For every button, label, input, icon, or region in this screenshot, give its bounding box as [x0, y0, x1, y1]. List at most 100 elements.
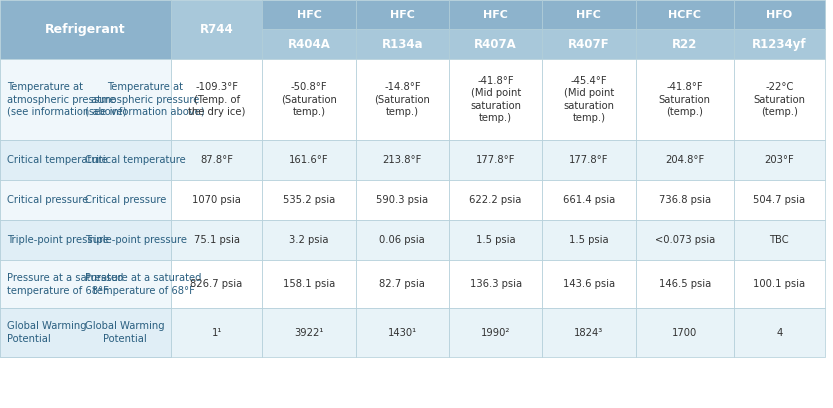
- Bar: [636, 180, 734, 220]
- Text: Global Warming
Potential: Global Warming Potential: [85, 322, 165, 344]
- Bar: [356, 140, 449, 180]
- Text: 213.8°F: 213.8°F: [382, 155, 422, 165]
- Text: Pressure at a saturated
temperature of 68°F: Pressure at a saturated temperature of 6…: [7, 273, 123, 295]
- Bar: [171, 140, 262, 180]
- Bar: [171, 260, 262, 308]
- Text: R407A: R407A: [474, 38, 517, 51]
- Text: 146.5 psia: 146.5 psia: [659, 279, 711, 289]
- Text: -22°C
Saturation
(temp.): -22°C Saturation (temp.): [753, 82, 806, 117]
- Text: 3.2 psia: 3.2 psia: [289, 235, 329, 245]
- Text: Pressure at a saturated
temperature of 68°F: Pressure at a saturated temperature of 6…: [85, 273, 202, 295]
- Text: Global Warming
Potential: Global Warming Potential: [7, 322, 87, 344]
- Text: 87.8°F: 87.8°F: [200, 155, 233, 165]
- Text: TBC: TBC: [770, 235, 789, 245]
- Text: 203°F: 203°F: [765, 155, 794, 165]
- Text: HFC: HFC: [576, 10, 601, 20]
- Bar: [734, 180, 825, 220]
- Text: <0.073 psia: <0.073 psia: [655, 235, 715, 245]
- Text: 1070 psia: 1070 psia: [192, 195, 241, 205]
- Bar: [0, 260, 171, 308]
- Text: 177.8°F: 177.8°F: [476, 155, 516, 165]
- Text: HFC: HFC: [390, 10, 415, 20]
- Bar: [262, 140, 356, 180]
- Bar: [636, 59, 734, 140]
- Bar: [734, 140, 825, 180]
- Bar: [449, 180, 542, 220]
- Bar: [356, 180, 449, 220]
- Text: R22: R22: [672, 38, 697, 51]
- Text: 736.8 psia: 736.8 psia: [659, 195, 711, 205]
- Bar: [542, 29, 636, 59]
- Bar: [0, 59, 171, 140]
- Text: 1.5 psia: 1.5 psia: [569, 235, 609, 245]
- Bar: [636, 220, 734, 260]
- Text: Critical pressure: Critical pressure: [85, 195, 167, 205]
- Text: Temperature at
atmospheric pressure
(see information above): Temperature at atmospheric pressure (see…: [85, 82, 205, 117]
- Text: 143.6 psia: 143.6 psia: [563, 279, 615, 289]
- Bar: [356, 308, 449, 357]
- Text: 136.3 psia: 136.3 psia: [470, 279, 521, 289]
- Text: 161.6°F: 161.6°F: [289, 155, 329, 165]
- Bar: [449, 0, 542, 29]
- Bar: [262, 308, 356, 357]
- Bar: [636, 0, 734, 29]
- Bar: [449, 29, 542, 59]
- Text: R1234yf: R1234yf: [752, 38, 806, 51]
- Text: -41.8°F
Saturation
(temp.): -41.8°F Saturation (temp.): [659, 82, 711, 117]
- Bar: [0, 220, 171, 260]
- Bar: [542, 140, 636, 180]
- Bar: [262, 220, 356, 260]
- Text: R744: R744: [200, 23, 233, 36]
- Bar: [542, 59, 636, 140]
- Text: -14.8°F
(Saturation
temp.): -14.8°F (Saturation temp.): [374, 82, 431, 117]
- Text: 504.7 psia: 504.7 psia: [753, 195, 806, 205]
- Text: Refrigerant: Refrigerant: [45, 23, 126, 36]
- Bar: [171, 59, 262, 140]
- Text: R404A: R404A: [287, 38, 331, 51]
- Bar: [262, 180, 356, 220]
- Text: 75.1 psia: 75.1 psia: [193, 235, 240, 245]
- Bar: [0, 59, 171, 140]
- Bar: [262, 260, 356, 308]
- Bar: [262, 29, 356, 59]
- Bar: [356, 260, 449, 308]
- Text: HCFC: HCFC: [668, 10, 701, 20]
- Text: 82.7 psia: 82.7 psia: [379, 279, 426, 289]
- Bar: [449, 260, 542, 308]
- Text: 204.8°F: 204.8°F: [665, 155, 705, 165]
- Bar: [734, 0, 825, 29]
- Bar: [0, 180, 171, 220]
- Bar: [449, 140, 542, 180]
- Bar: [734, 260, 825, 308]
- Text: 826.7 psia: 826.7 psia: [191, 279, 242, 289]
- Text: 0.06 psia: 0.06 psia: [380, 235, 425, 245]
- Text: 1430¹: 1430¹: [388, 328, 416, 337]
- Bar: [734, 29, 825, 59]
- Bar: [356, 0, 449, 29]
- Text: Critical pressure: Critical pressure: [7, 195, 88, 205]
- Bar: [0, 0, 171, 59]
- Bar: [0, 180, 171, 220]
- Bar: [542, 260, 636, 308]
- Bar: [0, 308, 171, 357]
- Bar: [734, 59, 825, 140]
- Text: R134a: R134a: [382, 38, 423, 51]
- Bar: [449, 220, 542, 260]
- Text: 1990²: 1990²: [481, 328, 511, 337]
- Bar: [356, 29, 449, 59]
- Bar: [0, 308, 171, 357]
- Bar: [734, 220, 825, 260]
- Text: 1¹: 1¹: [212, 328, 222, 337]
- Text: -41.8°F
(Mid point
saturation
temp.): -41.8°F (Mid point saturation temp.): [470, 76, 521, 123]
- Bar: [636, 29, 734, 59]
- Bar: [542, 308, 636, 357]
- Bar: [0, 220, 171, 260]
- Text: 1700: 1700: [672, 328, 697, 337]
- Text: 661.4 psia: 661.4 psia: [563, 195, 615, 205]
- Bar: [542, 0, 636, 29]
- Text: -45.4°F
(Mid point
saturation
temp.): -45.4°F (Mid point saturation temp.): [563, 76, 615, 123]
- Text: -109.3°F
(Temp. of
the dry ice): -109.3°F (Temp. of the dry ice): [188, 82, 245, 117]
- Bar: [0, 140, 171, 180]
- Bar: [171, 308, 262, 357]
- Bar: [542, 220, 636, 260]
